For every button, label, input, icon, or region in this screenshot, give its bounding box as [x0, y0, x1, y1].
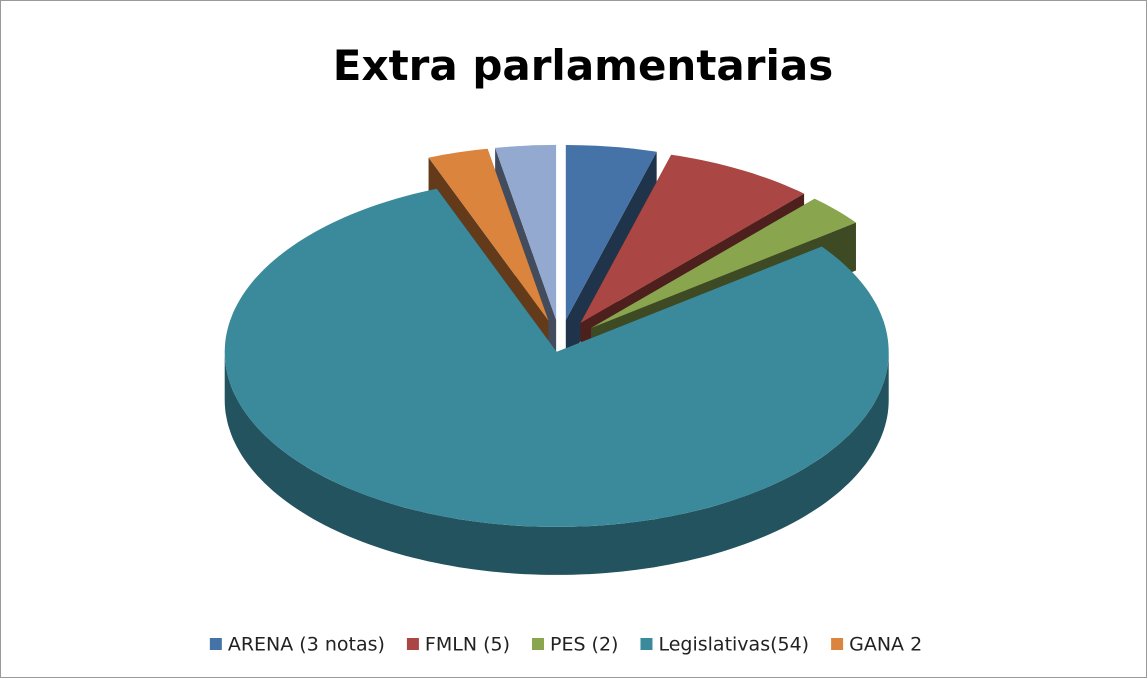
- legend-swatch: [531, 638, 544, 650]
- legend: ARENA (3 notas) FMLN (5) PES (2) Legislativ…: [209, 634, 922, 656]
- legend-swatch: [406, 638, 419, 650]
- legend-swatch: [831, 638, 844, 650]
- legend-label: GANA 2: [849, 634, 922, 656]
- slice: [580, 154, 805, 323]
- slice: [495, 144, 557, 320]
- slice: [224, 188, 889, 527]
- slice-side: [224, 351, 889, 575]
- legend-swatch: [640, 638, 653, 650]
- legend-label: Legislativas(54): [658, 634, 809, 656]
- slice: [428, 148, 549, 321]
- slice: [591, 198, 856, 329]
- chart-title: Extra parlamentarias: [333, 41, 833, 90]
- legend-label: ARENA (3 notas): [228, 634, 385, 656]
- legend-label: FMLN (5): [425, 634, 510, 656]
- legend-swatch: [209, 638, 222, 650]
- slice: [565, 145, 657, 321]
- legend-label: PES (2): [550, 634, 618, 656]
